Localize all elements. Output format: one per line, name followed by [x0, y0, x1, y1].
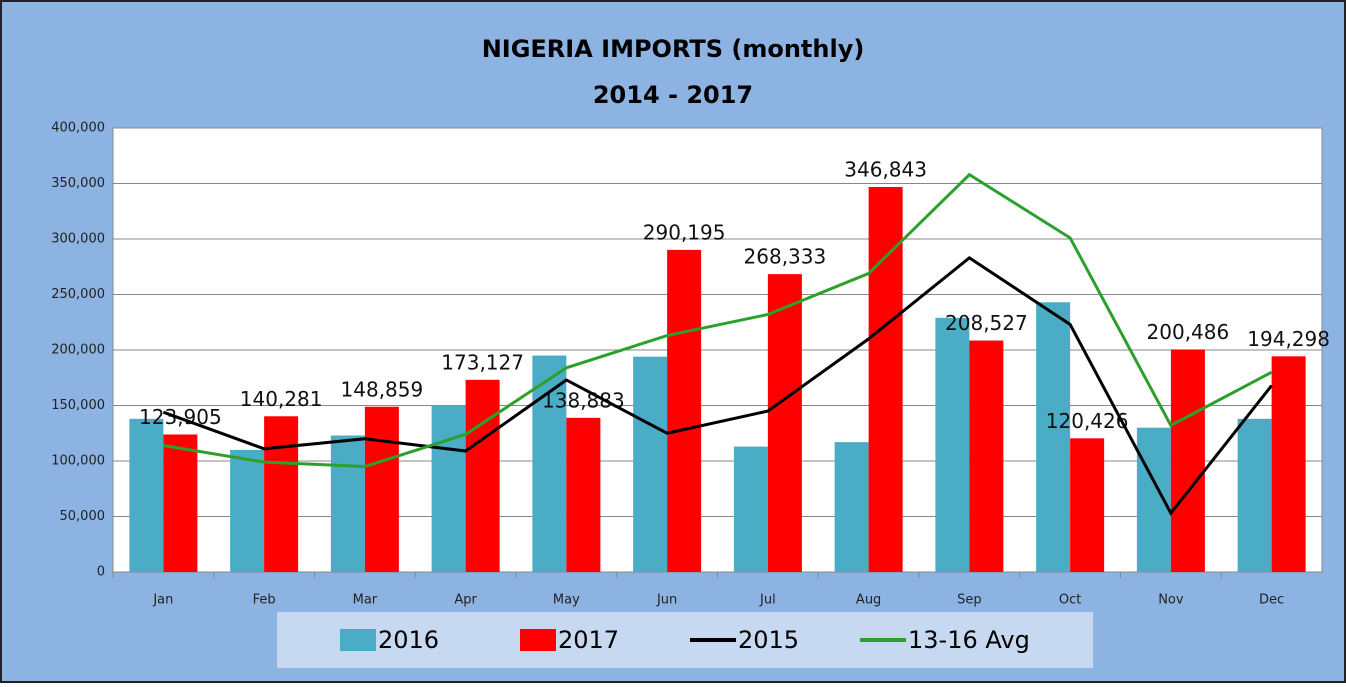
chart-subtitle: 2014 - 2017 [593, 81, 753, 109]
x-tick-label: Dec [1259, 593, 1284, 608]
line [163, 172, 1273, 469]
line [162, 256, 1273, 516]
y-tick-label: 400,000 [51, 121, 105, 136]
bar [1036, 302, 1071, 572]
bar [1070, 438, 1105, 572]
x-tick-label: Jul [759, 593, 776, 608]
bar [633, 356, 668, 572]
bar [431, 405, 466, 572]
bar [264, 416, 299, 572]
x-tick-label: Apr [454, 593, 477, 608]
data-label: 120,426 [1046, 409, 1129, 433]
bar [1170, 349, 1205, 572]
bar [935, 317, 970, 572]
bar [733, 446, 768, 572]
x-tick-label: Nov [1158, 593, 1184, 608]
bar [330, 435, 365, 572]
y-tick-label: 350,000 [51, 176, 105, 191]
data-label: 173,127 [441, 350, 524, 374]
x-tick-label: Jun [656, 593, 677, 608]
bar [1237, 418, 1272, 572]
data-label: 290,195 [643, 220, 726, 244]
legend-box [277, 612, 1093, 668]
y-tick-label: 300,000 [51, 232, 105, 247]
x-tick-label: Jan [152, 593, 173, 608]
bar [465, 379, 500, 572]
x-tick-label: Mar [353, 593, 378, 608]
y-tick-label: 250,000 [51, 287, 105, 302]
x-tick-label: Feb [253, 593, 276, 608]
chart-title: NIGERIA IMPORTS (monthly) [482, 35, 865, 63]
data-label: 208,527 [945, 311, 1028, 335]
x-tick-label: Aug [856, 593, 881, 608]
x-tick-label: Oct [1059, 593, 1081, 608]
y-tick-label: 100,000 [51, 454, 105, 469]
bar [969, 340, 1004, 572]
legend-label: 13-16 Avg [908, 626, 1030, 654]
bar [163, 434, 198, 572]
legend-swatch [520, 629, 556, 651]
bar [1136, 427, 1171, 572]
bar [834, 442, 869, 572]
legend-label: 2016 [378, 626, 439, 654]
bar [364, 406, 399, 572]
bar [129, 418, 164, 572]
x-tick-label: May [553, 593, 580, 608]
legend-swatch [340, 629, 376, 651]
data-label: 200,486 [1147, 320, 1230, 344]
data-label: 194,298 [1247, 327, 1330, 351]
bar [868, 187, 903, 572]
bar [767, 274, 802, 572]
data-label: 140,281 [240, 387, 323, 411]
y-tick-label: 150,000 [51, 398, 105, 413]
bar [1271, 356, 1306, 572]
bar [667, 249, 702, 572]
bar [230, 449, 265, 572]
legend-label: 2015 [738, 626, 799, 654]
data-label: 148,859 [341, 377, 424, 401]
y-tick-label: 50,000 [60, 509, 106, 524]
bar [566, 417, 601, 572]
data-label: 268,333 [744, 245, 827, 269]
y-tick-label: 0 [97, 565, 105, 580]
y-tick-label: 200,000 [51, 343, 105, 358]
legend-label: 2017 [558, 626, 619, 654]
data-label: 346,843 [844, 158, 927, 182]
data-label: 138,883 [542, 388, 625, 412]
x-tick-label: Sep [957, 593, 982, 608]
